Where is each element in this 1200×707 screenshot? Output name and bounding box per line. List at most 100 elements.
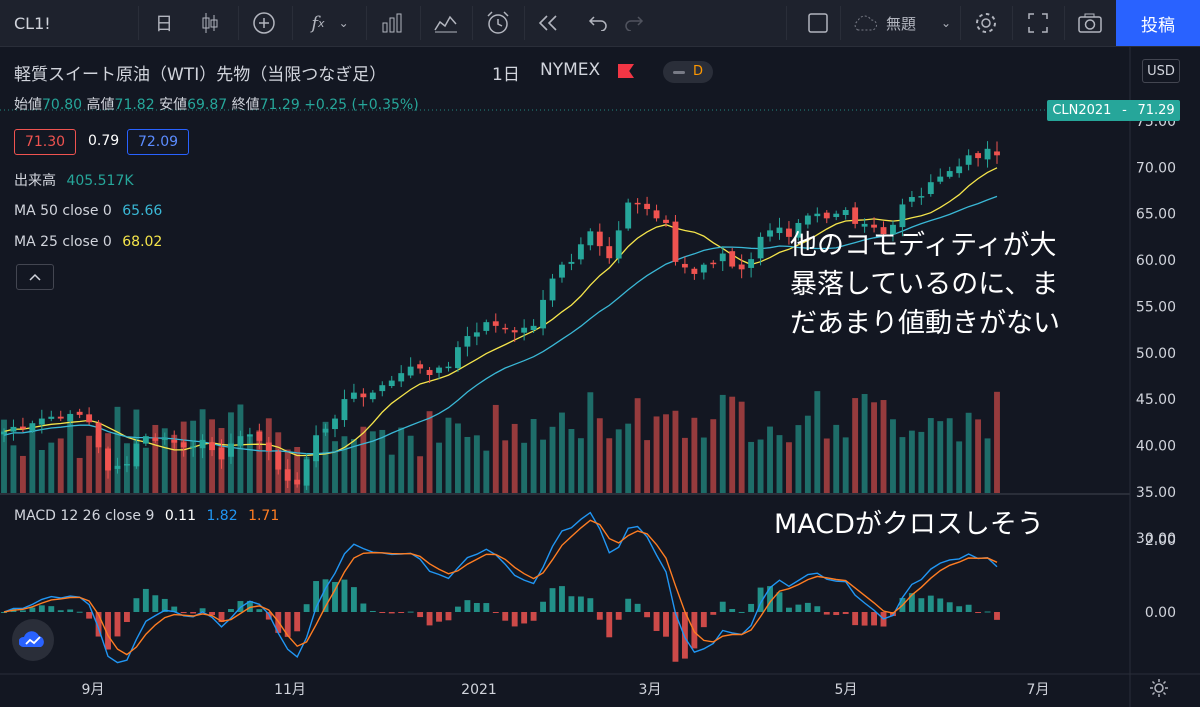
- macd-histogram-bar: [76, 611, 83, 613]
- volume-bar: [142, 447, 149, 493]
- volume-bar: [511, 423, 518, 493]
- volume-bar: [615, 429, 622, 493]
- sell-price-box[interactable]: 71.30: [14, 129, 76, 155]
- sun-settings-icon[interactable]: [1148, 677, 1170, 699]
- indicators-fx-icon[interactable]: f x ⌄: [311, 12, 349, 34]
- replay-icon[interactable]: [530, 0, 566, 46]
- candle: [152, 437, 159, 441]
- interval-button[interactable]: 日: [155, 14, 173, 35]
- x-axis-tick-label: 2021: [461, 682, 497, 698]
- buy-price-box[interactable]: 72.09: [127, 129, 189, 155]
- macd-annotation: MACDがクロスしそう: [774, 509, 1044, 540]
- add-indicator-icon[interactable]: [246, 0, 282, 46]
- macd-histogram-bar: [426, 612, 433, 626]
- volume-bar: [256, 430, 263, 493]
- volume-bar: [86, 435, 93, 493]
- macd-histogram-bar: [86, 612, 93, 619]
- macd-histogram-bar: [833, 612, 840, 616]
- macd-histogram-bar: [473, 602, 480, 612]
- currency-button[interactable]: USD: [1142, 59, 1180, 83]
- chevron-down-icon[interactable]: ⌄: [940, 16, 952, 30]
- macd-histogram-bar: [568, 596, 575, 612]
- macd-histogram-bar: [823, 612, 830, 615]
- macd-histogram-bar: [246, 601, 253, 612]
- financials-icon[interactable]: [374, 0, 410, 46]
- tradingview-logo-icon[interactable]: [12, 619, 54, 661]
- cloud-icon: [850, 0, 880, 46]
- candle: [738, 264, 745, 270]
- macd-histogram-bar: [417, 612, 424, 618]
- macd-histogram-bar: [464, 600, 471, 612]
- compare-icon[interactable]: [428, 0, 464, 46]
- ma25-value: 68.02: [122, 234, 163, 250]
- symbol-search-button[interactable]: CL1!: [14, 13, 51, 33]
- volume-bar: [644, 440, 651, 493]
- volume-bar: [899, 437, 906, 493]
- macd-histogram-bar: [956, 606, 963, 612]
- macd-histogram-bar: [313, 581, 320, 612]
- volume-bar: [332, 441, 338, 493]
- volume-bar: [738, 401, 745, 493]
- macd-histogram-bar: [379, 612, 386, 613]
- macd-histogram-bar: [672, 612, 679, 662]
- macd-histogram-bar: [748, 603, 755, 612]
- macd-histogram-bar: [994, 612, 1000, 620]
- candle: [814, 213, 821, 217]
- macd-histogram-bar: [124, 612, 130, 622]
- macd-histogram-bar: [559, 586, 565, 612]
- volume-bar: [152, 424, 159, 493]
- fullscreen-icon[interactable]: [1020, 0, 1056, 46]
- macd-histogram-bar: [265, 612, 272, 620]
- volume-bar: [691, 417, 698, 493]
- candle: [388, 380, 395, 387]
- volume-bar: [748, 441, 755, 493]
- volume-bar: [625, 423, 632, 493]
- macd-histogram-bar: [502, 612, 509, 621]
- macd-histogram-bar: [795, 604, 802, 612]
- volume-bar: [10, 445, 17, 493]
- candle: [237, 436, 244, 446]
- y-axis-tick-label: 40.00: [1136, 438, 1176, 454]
- layout-icon[interactable]: [800, 0, 836, 46]
- candle: [663, 219, 669, 223]
- toolbar-divider: [786, 6, 787, 40]
- volume-bar: [965, 412, 972, 493]
- collapse-legend-button[interactable]: [16, 264, 54, 290]
- candle: [521, 327, 528, 333]
- candle: [672, 221, 679, 262]
- volume-bar: [871, 402, 877, 493]
- y-axis-tick-label: 45.00: [1136, 392, 1176, 408]
- candle: [379, 385, 386, 392]
- post-button[interactable]: 投稿: [1116, 0, 1200, 46]
- candle: [38, 418, 45, 425]
- macd-histogram-bar: [804, 602, 811, 612]
- ma50-value: 65.66: [122, 203, 163, 219]
- macd-histogram-bar: [540, 601, 546, 612]
- candle: [209, 442, 215, 451]
- volume-bar: [341, 436, 348, 493]
- macd-histogram-bar: [105, 612, 111, 650]
- volume-bar: [606, 438, 613, 493]
- candle: [880, 227, 887, 235]
- camera-icon[interactable]: [1072, 0, 1108, 46]
- volume-bar: [38, 449, 45, 493]
- alarm-clock-icon[interactable]: [480, 0, 516, 46]
- macd-histogram-bar: [455, 606, 461, 612]
- open-label: 始値: [14, 97, 42, 113]
- macd-histogram-bar: [814, 606, 821, 612]
- macd-histogram-bar: [663, 612, 669, 637]
- redo-icon[interactable]: [616, 0, 652, 46]
- candle: [180, 442, 187, 448]
- candle: [729, 251, 736, 267]
- volume-bar: [521, 442, 528, 493]
- gear-icon[interactable]: [968, 0, 1004, 46]
- undo-icon[interactable]: [580, 0, 616, 46]
- volume-bar: [823, 438, 830, 493]
- candles-icon[interactable]: [192, 0, 228, 46]
- toolbar-divider: [840, 6, 841, 40]
- candle: [625, 202, 632, 229]
- macd-histogram-bar: [606, 612, 613, 638]
- minus-icon: [673, 71, 685, 74]
- layout-title[interactable]: 無題: [886, 14, 917, 33]
